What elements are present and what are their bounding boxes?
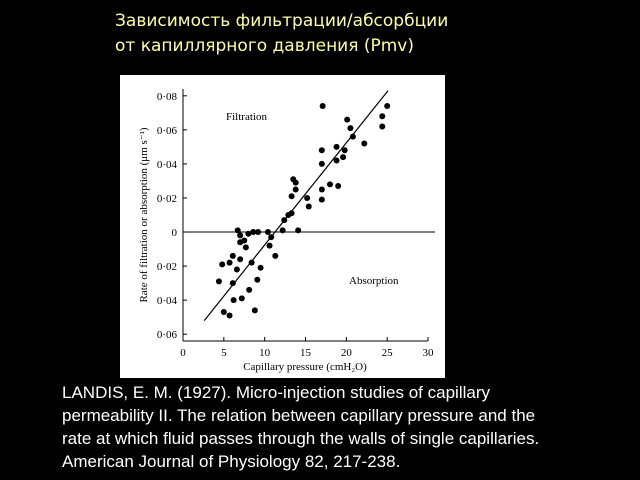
data-point (327, 181, 333, 188)
title-line: Зависимость фильтрации/абсорбции (115, 11, 448, 31)
data-point (361, 140, 368, 147)
data-point (254, 276, 261, 283)
x-tick-label: 30 (423, 347, 435, 359)
data-point (257, 264, 264, 271)
data-point (246, 286, 253, 293)
data-point (248, 259, 255, 266)
data-point (226, 259, 233, 266)
data-point (333, 143, 340, 150)
data-point (318, 196, 325, 203)
data-point (219, 261, 226, 268)
citation-line: American Journal of Physiology 82, 217-2… (62, 452, 400, 471)
data-point (264, 229, 271, 236)
x-tick-label: 25 (382, 347, 394, 359)
data-point (233, 266, 240, 273)
y-tick-label: 0 (172, 227, 178, 239)
data-point (268, 234, 275, 241)
data-point (229, 280, 236, 287)
citation-line: rate at which fluid passes through the w… (62, 429, 539, 448)
data-point (318, 160, 325, 167)
x-tick-label: 5 (221, 347, 227, 359)
data-point (245, 230, 252, 237)
y-tick-label: 0·04 (157, 159, 178, 171)
data-point (288, 193, 295, 200)
title-line: от капиллярного давления (Pmv) (115, 36, 414, 56)
data-point (220, 309, 227, 316)
data-point (272, 252, 279, 259)
data-point (292, 186, 299, 193)
data-point (295, 227, 302, 234)
data-point (305, 203, 312, 210)
data-point (285, 212, 292, 218)
data-point (318, 186, 325, 193)
data-point (237, 239, 244, 246)
data-point (279, 227, 286, 234)
data-point (379, 123, 386, 130)
data-point (215, 278, 222, 285)
x-tick-label: 20 (341, 347, 353, 359)
data-point (335, 183, 342, 190)
y-tick-label: 0·04 (157, 295, 178, 307)
x-axis-label: Capillary pressure (cmH₂O) (243, 361, 367, 373)
data-point (318, 147, 325, 154)
y-tick-label: 0·08 (157, 91, 178, 103)
citation-line: permeability II. The relation between ca… (62, 406, 535, 425)
data-point (266, 242, 273, 249)
y-tick-label: 0·02 (157, 261, 177, 273)
data-point (340, 154, 347, 161)
data-point (234, 227, 241, 234)
data-point (238, 295, 245, 302)
data-point (281, 217, 288, 224)
data-point (379, 113, 386, 120)
data-point (319, 103, 326, 110)
data-point (251, 307, 258, 314)
data-point (237, 256, 244, 263)
data-point (242, 244, 249, 251)
data-point (333, 157, 340, 164)
data-point (229, 252, 236, 259)
y-tick-label: 0·06 (157, 125, 178, 137)
chart-panel (120, 75, 445, 378)
x-tick-label: 0 (180, 347, 186, 359)
data-point (230, 297, 237, 304)
annotation: Absorption (349, 275, 399, 287)
data-point (237, 232, 244, 239)
data-point (347, 125, 354, 132)
data-point (292, 179, 299, 186)
citation-line: LANDIS, E. M. (1927). Micro-injection st… (62, 383, 490, 402)
y-tick-label: 0·02 (157, 193, 177, 205)
data-point (341, 147, 348, 154)
data-point (384, 103, 391, 110)
x-tick-label: 15 (300, 347, 312, 359)
data-point (304, 194, 311, 201)
x-tick-label: 10 (259, 347, 271, 359)
data-point (226, 312, 233, 319)
data-point (250, 229, 257, 236)
y-tick-label: 0·06 (157, 329, 178, 341)
y-axis-label: Rate of filtration or absorption (μm s⁻¹… (138, 127, 150, 302)
annotation: Filtration (226, 111, 267, 123)
data-point (344, 116, 351, 123)
data-point (349, 133, 356, 140)
data-point (255, 229, 262, 236)
